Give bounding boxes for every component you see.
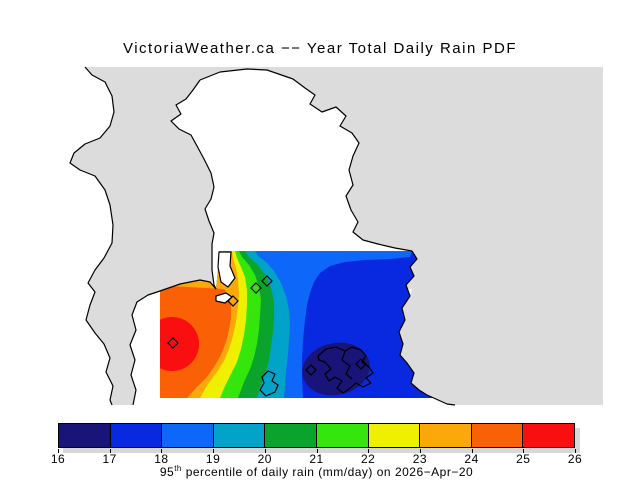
colorbar-segment bbox=[59, 424, 111, 447]
colorbar-tick-label: 25 bbox=[516, 452, 531, 466]
colorbar-tick-label: 26 bbox=[567, 452, 583, 466]
colorbar-caption: 95th percentile of daily rain (mm/day) o… bbox=[58, 464, 575, 479]
colorbar-tick-label: 17 bbox=[102, 452, 117, 466]
colorbar-tick bbox=[58, 449, 59, 453]
colorbar-tick-label: 24 bbox=[464, 452, 479, 466]
coastlines bbox=[69, 66, 456, 406]
colorbar-segment bbox=[471, 424, 524, 447]
colorbar-segment bbox=[213, 424, 266, 447]
caption-rest: percentile of daily rain (mm/day) on 202… bbox=[181, 465, 474, 479]
colorbar-tick bbox=[575, 449, 576, 453]
coast-peninsula-west bbox=[170, 79, 217, 290]
coast-harbour-inner bbox=[341, 350, 353, 380]
coast-victoria-harbour bbox=[317, 346, 374, 394]
land-west-shore bbox=[60, 67, 114, 405]
coast-peninsula-east bbox=[199, 68, 413, 252]
station-markers bbox=[167, 275, 367, 376]
caption-base: 95 bbox=[159, 465, 175, 479]
colorbar-tick bbox=[368, 449, 370, 453]
colorbar-tick bbox=[523, 449, 525, 453]
colorbar-tick-label: 19 bbox=[205, 452, 221, 466]
colorbar-tick bbox=[471, 449, 473, 453]
colorbar-tick bbox=[264, 449, 266, 453]
colorbar-tick bbox=[161, 449, 163, 453]
station-diamond-marker bbox=[305, 364, 317, 376]
colorbar-segment bbox=[316, 424, 369, 447]
caption-superscript: th bbox=[174, 464, 182, 473]
colorbar-segment bbox=[368, 424, 421, 447]
land-saanich-peninsula bbox=[171, 69, 412, 289]
station-diamond-marker bbox=[250, 282, 262, 294]
coast-sooke-basin bbox=[129, 279, 217, 406]
station-diamond-marker bbox=[355, 358, 367, 370]
colorbar-tick bbox=[316, 449, 318, 453]
colorbar-tick-label: 22 bbox=[361, 452, 376, 466]
colorbar-tick bbox=[419, 449, 421, 453]
colorbar-tick-label: 16 bbox=[50, 452, 66, 466]
coast-west-shore bbox=[69, 66, 115, 406]
plot-title: VictoriaWeather.ca −− Year Total Daily R… bbox=[122, 40, 517, 57]
colorbar-tick-label: 20 bbox=[257, 452, 272, 466]
colorbar bbox=[58, 423, 575, 448]
band-16-17-minimum bbox=[302, 342, 370, 396]
colorbar-segment bbox=[523, 424, 574, 447]
coast-haro-strait bbox=[398, 250, 456, 406]
colorbar-tick-label: 23 bbox=[412, 452, 428, 466]
coast-esquimalt-cove bbox=[217, 251, 236, 288]
colorbar-segment bbox=[110, 424, 163, 447]
station-diamond-marker bbox=[261, 275, 273, 287]
colorbar-tick bbox=[213, 449, 215, 453]
colorbar-tick bbox=[109, 449, 111, 453]
colorbar-tick-label: 21 bbox=[309, 452, 324, 466]
station-diamond-marker bbox=[227, 295, 239, 307]
band-25-26-maximum bbox=[160, 317, 199, 371]
colorbar-segment bbox=[162, 424, 214, 447]
station-diamond-marker bbox=[167, 337, 179, 349]
colorbar-tick-label: 18 bbox=[154, 452, 169, 466]
coast-trial-islands bbox=[259, 370, 279, 397]
colorbar-segment bbox=[265, 424, 317, 447]
colorbar-segment bbox=[420, 424, 472, 447]
